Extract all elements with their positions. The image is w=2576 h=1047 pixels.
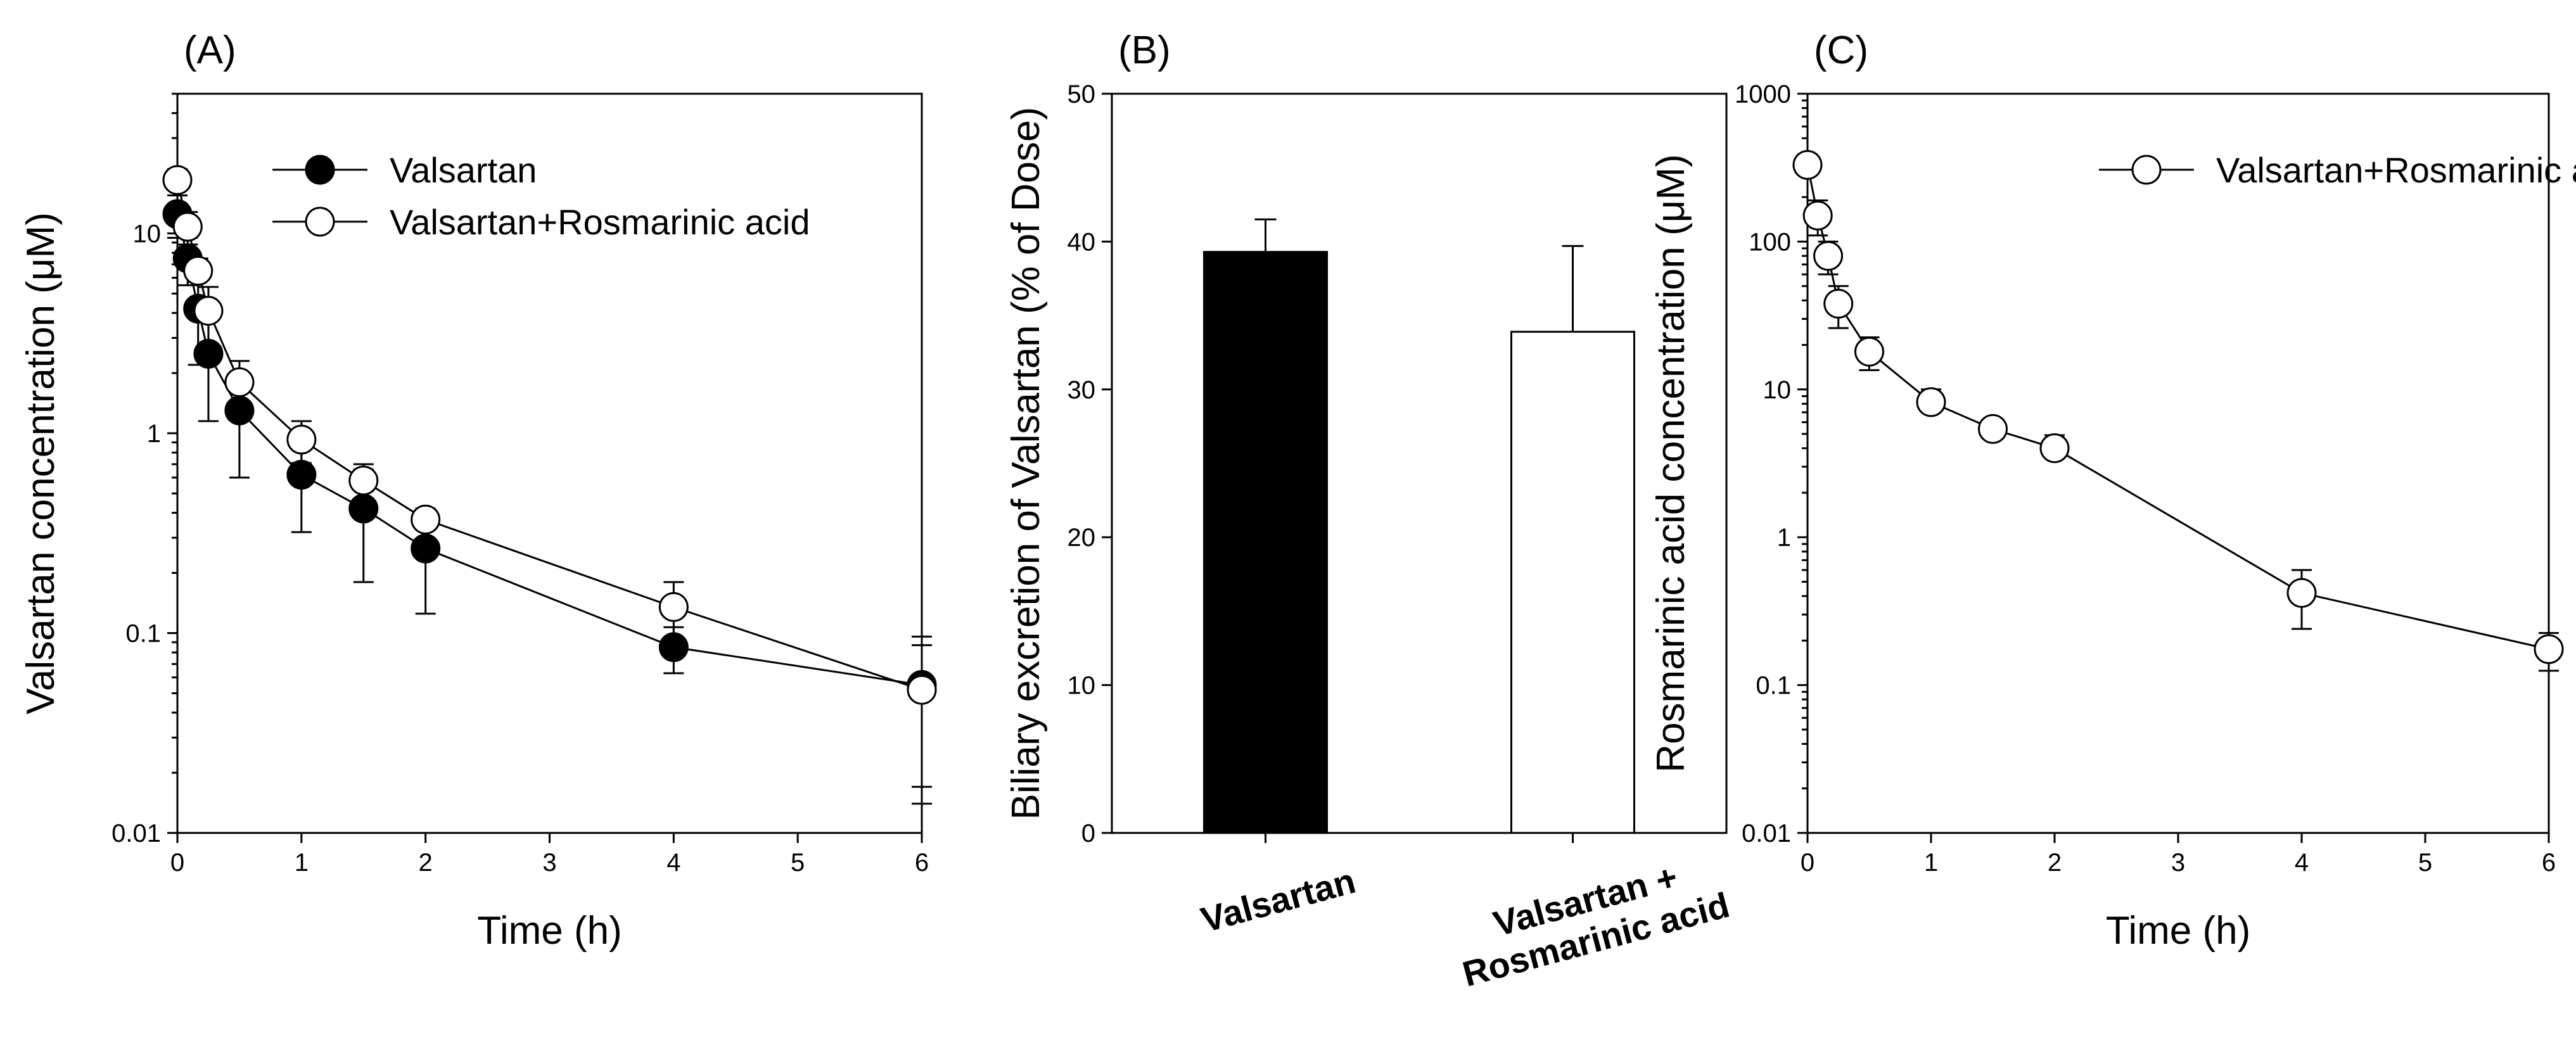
category-label: Valsartan +Rosmarinic acid xyxy=(1448,846,1733,994)
x-tick-label: 3 xyxy=(2171,849,2185,877)
y-tick-label: 0.1 xyxy=(125,620,161,648)
data-point-open xyxy=(1792,149,1823,180)
data-point-filled xyxy=(658,632,689,663)
data-point-open xyxy=(1802,200,1833,231)
data-point-filled xyxy=(286,460,317,490)
data-point-open xyxy=(183,256,214,286)
legend-marker xyxy=(305,155,335,185)
panel-b-chart: (B) 0 10 20 30 40 50 Biliary excretion of Valsa… xyxy=(1004,29,1733,994)
y-tick-label: 1 xyxy=(147,420,161,448)
y-tick-label: 40 xyxy=(1068,228,1096,256)
x-tick-label: 2 xyxy=(2048,849,2062,877)
y-tick-label: 0.01 xyxy=(112,820,161,847)
x-axis-title: Time (h) xyxy=(477,909,622,953)
data-point-open xyxy=(1978,414,2008,444)
data-point-open xyxy=(2039,433,2070,464)
y-tick-label: 1 xyxy=(1777,524,1791,552)
y-tick-label: 10 xyxy=(1068,672,1096,700)
legend-label: Valsartan xyxy=(390,150,537,190)
data-point-open xyxy=(172,212,203,242)
x-tick-label: 2 xyxy=(419,849,433,877)
x-tick-label: 4 xyxy=(666,849,680,877)
y-tick-label: 10 xyxy=(1763,376,1792,404)
x-tick-label: 5 xyxy=(791,849,805,877)
x-tick-label: 4 xyxy=(2295,849,2309,877)
x-tick-label: 5 xyxy=(2418,849,2432,877)
data-point-open xyxy=(286,424,317,455)
data-point-open xyxy=(348,466,379,496)
y-tick-label: 100 xyxy=(1749,228,1791,256)
bar xyxy=(1203,251,1328,834)
y-tick-label: 20 xyxy=(1068,524,1096,552)
data-point-filled xyxy=(193,338,224,369)
data-point-filled xyxy=(411,533,441,564)
y-tick-label: 30 xyxy=(1068,376,1096,404)
x-tick-label: 1 xyxy=(295,849,309,877)
x-tick-label: 6 xyxy=(915,849,929,877)
data-point-open xyxy=(907,675,937,705)
data-point-open xyxy=(1916,387,1946,417)
y-tick-label: 0.1 xyxy=(1756,672,1791,700)
x-tick-label: 3 xyxy=(542,849,556,877)
data-point-open xyxy=(224,367,255,397)
category-label: Valsartan xyxy=(1197,861,1360,940)
y-tick-label: 0 xyxy=(1081,820,1095,847)
x-tick-label: 6 xyxy=(2542,849,2556,877)
legend-label: Valsartan+Rosmarinic acid xyxy=(390,202,810,242)
data-point-open xyxy=(193,296,224,326)
data-point-open xyxy=(1813,241,1844,271)
y-tick-label: 10 xyxy=(133,220,162,248)
data-point-open xyxy=(1823,288,1854,319)
panel-a-chart: (A) 0 1 2 3 4 5 6 0.01 0.1 1 10 Time (h) Valsartan co… xyxy=(19,29,937,953)
data-point-open xyxy=(1854,336,1884,367)
data-point-open xyxy=(2286,578,2317,608)
data-point-open xyxy=(411,504,441,535)
x-tick-label: 0 xyxy=(170,849,184,877)
data-point-open xyxy=(2534,634,2564,664)
plot-frame xyxy=(1806,92,2550,834)
y-axis-title: Rosmarinic acid concentration (μM) xyxy=(1649,154,1693,772)
y-tick-label: 50 xyxy=(1068,80,1096,108)
legend-marker xyxy=(2131,155,2162,185)
panel-label: (A) xyxy=(184,29,236,72)
panel-c-chart: (C) 0 1 2 3 4 5 6 0.01 0.1 1 10 100 1000 Time (h) Rosma… xyxy=(1649,29,2576,953)
y-tick-label: 0.01 xyxy=(1742,820,1791,847)
bar xyxy=(1510,331,1635,834)
legend-marker xyxy=(305,206,335,237)
y-axis-title: Biliary excretion of Valsartan (% of Dos… xyxy=(1004,107,1048,820)
panel-label: (C) xyxy=(1814,29,1868,72)
data-point-open xyxy=(658,592,689,622)
data-point-open xyxy=(162,165,193,195)
panel-label: (B) xyxy=(1118,29,1171,72)
legend-label: Valsartan+Rosmarinic acid xyxy=(2216,150,2576,190)
x-axis-title: Time (h) xyxy=(2106,909,2250,953)
y-tick-label: 1000 xyxy=(1735,80,1791,108)
series-line xyxy=(176,213,922,686)
y-axis-title: Valsartan concentration (μM) xyxy=(19,212,63,714)
x-tick-label: 0 xyxy=(1801,849,1814,877)
x-tick-label: 1 xyxy=(1924,849,1938,877)
data-point-filled xyxy=(348,493,379,524)
plot-frame xyxy=(1111,92,1728,834)
category-label-line: Valsartan xyxy=(1197,861,1360,940)
data-point-filled xyxy=(224,395,255,426)
